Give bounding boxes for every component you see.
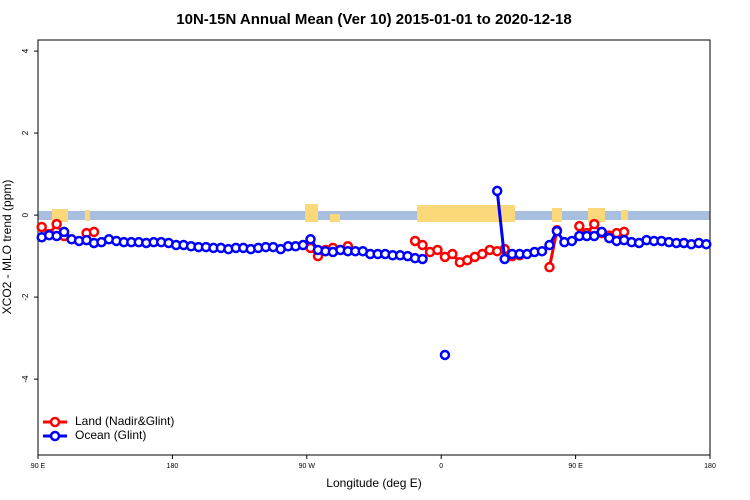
data-point [417, 239, 428, 251]
data-point [477, 248, 488, 260]
data-point [566, 235, 578, 247]
y-tick-label: 2 [21, 130, 30, 135]
ocean-band [38, 211, 710, 220]
data-point [596, 226, 607, 238]
y-tick-label: -4 [21, 375, 30, 383]
data-point [409, 235, 421, 247]
data-point [297, 239, 309, 251]
land-band [417, 205, 515, 222]
x-tick-label: 180 [167, 463, 179, 470]
data-point [439, 349, 451, 361]
data-point [88, 226, 100, 238]
x-tick-label: 90 E [568, 463, 583, 470]
data-point [447, 248, 458, 260]
y-axis-label: XCO2 - MLO trend (ppm) [0, 180, 14, 315]
land-band [621, 210, 628, 220]
data-point [305, 234, 316, 245]
legend-marker [49, 430, 61, 442]
legend-label: Ocean (Glint) [75, 428, 146, 442]
land-band [52, 209, 68, 222]
data-point [544, 261, 555, 273]
data-point [574, 220, 585, 232]
data-point [51, 218, 62, 230]
land-band [330, 214, 340, 222]
x-tick-label: 0 [439, 463, 443, 470]
data-point [536, 245, 548, 257]
legend-marker [49, 416, 61, 428]
data-point [589, 218, 600, 230]
data-point [58, 226, 70, 238]
data-point [551, 225, 563, 237]
plot-frame [37, 39, 711, 456]
data-point [491, 185, 503, 197]
land-band [588, 208, 605, 222]
x-tick-label: 180 [704, 463, 716, 470]
land-band [85, 210, 90, 221]
legend-label: Land (Nadir&Glint) [75, 414, 174, 428]
data-point [499, 253, 510, 265]
data-point [701, 238, 712, 250]
chart-title: 10N-15N Annual Mean (Ver 10) 2015-01-01 … [176, 11, 571, 28]
x-tick-label: 90 W [299, 463, 316, 470]
land-mask [38, 204, 710, 222]
data-point [544, 239, 555, 251]
land-band [305, 204, 318, 222]
data-point [589, 230, 600, 242]
x-tick-label: 90 E [31, 463, 46, 470]
data-point [432, 244, 443, 256]
data-point [417, 253, 428, 265]
y-tick-label: 0 [21, 212, 30, 217]
land-band [552, 208, 562, 222]
y-tick-label: -2 [21, 293, 30, 301]
y-tick-label: 4 [21, 48, 30, 53]
data-point [618, 226, 630, 238]
x-axis-label: Longitude (deg E) [326, 476, 421, 490]
data-point [51, 230, 62, 242]
data-point [36, 221, 47, 233]
series-line [41, 190, 707, 262]
